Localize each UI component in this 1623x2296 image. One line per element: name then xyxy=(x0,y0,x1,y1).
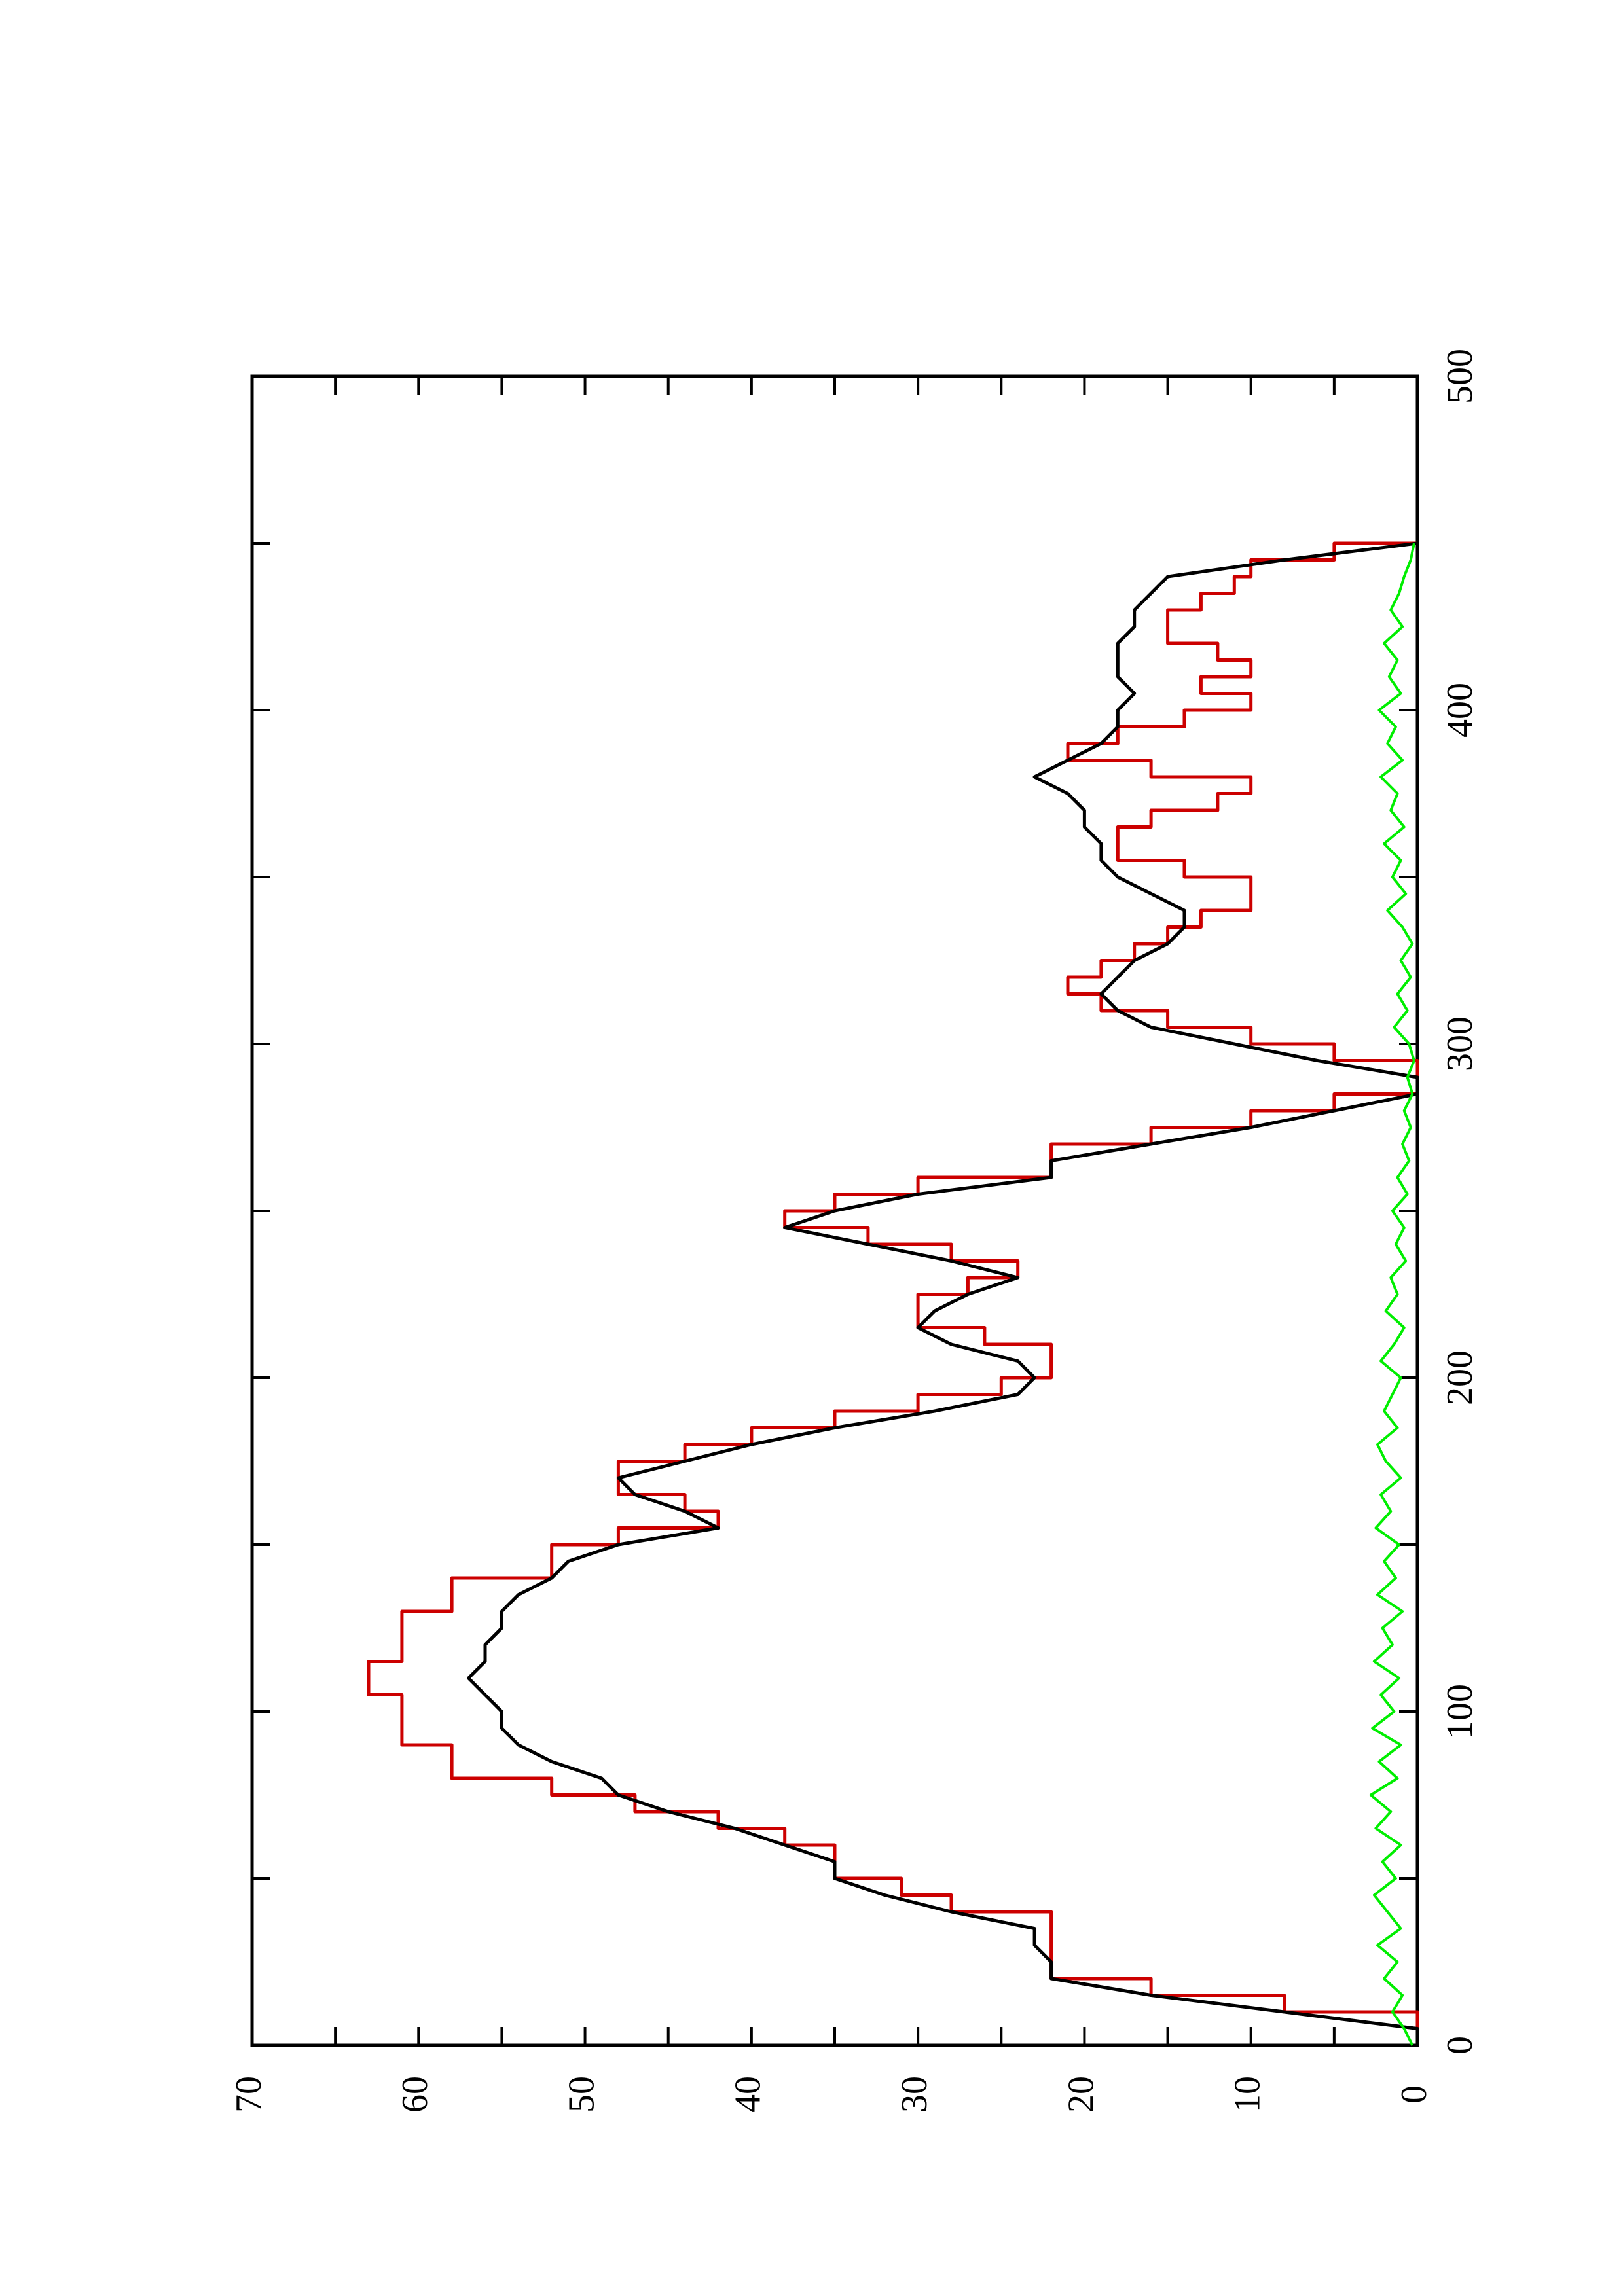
series-1-line xyxy=(367,541,1419,2045)
y-tick-label: 50 xyxy=(561,2076,602,2113)
y-tick-label: 60 xyxy=(395,2076,435,2113)
y-tick-label: 0 xyxy=(1394,2085,1434,2104)
x-tick-label: 100 xyxy=(1440,1684,1480,1739)
series-lines xyxy=(367,541,1419,2046)
x-tick-label: 200 xyxy=(1440,1350,1480,1405)
x-tick-label: 0 xyxy=(1440,2036,1480,2054)
x-tick-label: 500 xyxy=(1440,349,1480,404)
series-3-line xyxy=(1369,543,1415,2046)
y-tick-label: 40 xyxy=(728,2076,769,2113)
series-2-line xyxy=(467,541,1419,2045)
y-tick-label: 20 xyxy=(1061,2076,1101,2113)
x-tick-label: 300 xyxy=(1440,1016,1480,1071)
y-tick-label: 30 xyxy=(894,2076,935,2113)
plot-area: 0 100 200 300 400 500 0 10 20 30 40 50 60 70 xyxy=(228,349,1480,2113)
axis-tick-labels: 0 100 200 300 400 500 0 10 20 30 40 50 60 70 xyxy=(228,349,1480,2113)
y-tick-label: 70 xyxy=(228,2076,269,2113)
y-tick-label: 10 xyxy=(1228,2076,1268,2113)
x-tick-label: 400 xyxy=(1440,683,1480,738)
